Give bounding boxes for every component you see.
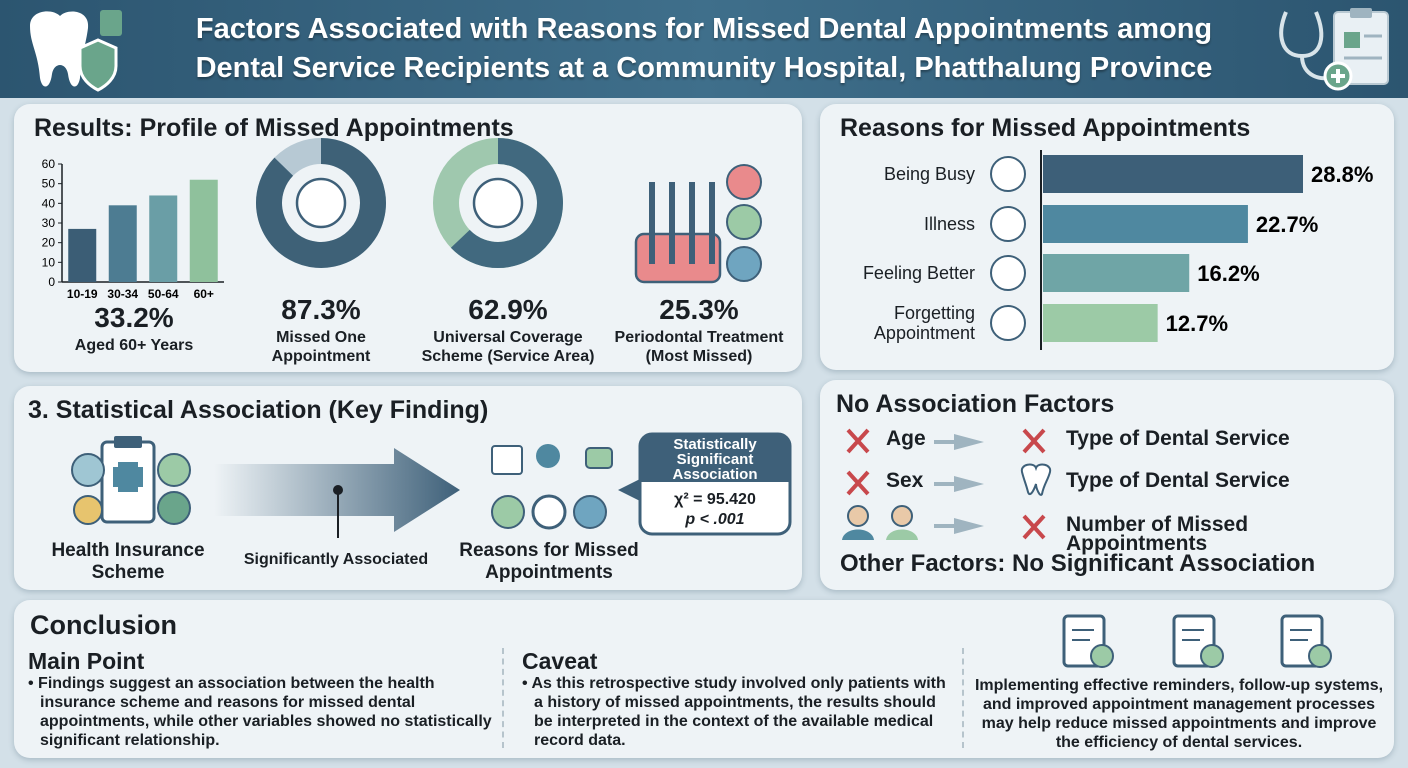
body-text: Findings suggest an association between …: [38, 675, 492, 749]
arrow-label: Significantly Associated: [243, 551, 429, 568]
x-tick-label: 10-19: [67, 287, 98, 301]
bar: [189, 179, 218, 282]
factor: Age: [886, 427, 926, 450]
category-label: Illness: [923, 214, 975, 234]
bar: [1043, 304, 1158, 342]
bar: [1043, 254, 1190, 292]
y-tick-label: 20: [42, 236, 56, 250]
association-art: [71, 432, 792, 538]
factor: Sex: [886, 469, 924, 492]
tooth-badge: [726, 246, 762, 282]
bar: [149, 195, 178, 282]
panel-title: Reasons for Missed Appointments: [840, 114, 1251, 142]
title-line: Factors Associated with Reasons for Miss…: [195, 13, 1213, 45]
x-tick-label: 30-34: [107, 287, 138, 301]
callout-title: Statistically Significant Association: [672, 436, 758, 483]
callout-stat: χ² = 95.420: [674, 491, 756, 508]
factor: Number of Missed Appointments: [1066, 513, 1249, 555]
stat-value: 87.3%: [281, 294, 361, 325]
reason-icon: [990, 206, 1026, 242]
donut-icon: [472, 177, 524, 229]
panel-title: Conclusion: [30, 610, 177, 640]
tooth-badge: [726, 204, 762, 240]
value-label: 22.7%: [1256, 212, 1318, 237]
value-label: 12.7%: [1166, 311, 1228, 336]
no-association-panel: No Association Factors Age Type of Denta…: [820, 380, 1394, 590]
bar: [1043, 155, 1303, 193]
bar: [68, 228, 97, 282]
x-tick-label: 50-64: [148, 287, 179, 301]
y-tick-label: 0: [48, 275, 55, 289]
panel-title: No Association Factors: [836, 390, 1115, 418]
heading: Main Point: [28, 648, 145, 674]
profile-charts: 0 10 20 30 40 50 60 10-19 30-34 50-64 60+: [42, 138, 762, 301]
donut-icon: [295, 177, 347, 229]
stat-caption: Periodontal Treatment (Most Missed): [614, 329, 784, 365]
y-tick-label: 50: [42, 177, 56, 191]
bar: [1043, 205, 1248, 243]
heading: Caveat: [522, 648, 598, 674]
stat-caption: Aged 60+ Years: [74, 337, 194, 354]
title-line: Dental Service Recipients at a Community…: [195, 52, 1213, 84]
reasons-panel: Reasons for Missed Appointments 28.8% 22.…: [820, 104, 1394, 370]
bar: [108, 205, 137, 282]
body-text: • Findings suggest an association betwee…: [28, 675, 492, 749]
title: Factors Associated with Reasons for Miss…: [140, 10, 1268, 88]
factor: Type of Dental Service: [1066, 427, 1290, 450]
no-association-art: [842, 428, 1052, 540]
panel-title: 3. Statistical Association (Key Finding): [28, 396, 489, 424]
panel-title: Results: Profile of Missed Appointments: [34, 114, 514, 142]
stat-caption: Missed One Appointment: [271, 329, 371, 365]
checklist-icons: [1062, 614, 1332, 668]
stat-value: 62.9%: [468, 294, 548, 325]
y-tick-label: 60: [42, 157, 56, 171]
x-tick-label: 60+: [194, 287, 214, 301]
tray: [634, 232, 722, 284]
tooth-icon: [30, 10, 122, 92]
value-label: 28.8%: [1311, 162, 1373, 187]
stat-caption: Universal Coverage Scheme (Service Area): [421, 329, 595, 365]
reasons-chart: 28.8% 22.7% 16.2% 12.7%: [990, 150, 1373, 350]
y-tick-label: 30: [42, 216, 56, 230]
category-label: Forgetting Appointment: [873, 303, 975, 343]
body-text: • As this retrospective study involved o…: [522, 675, 946, 749]
reason-icon: [990, 255, 1026, 291]
stat-value: 25.3%: [659, 294, 739, 325]
donut-arc: [450, 138, 563, 268]
factor: Type of Dental Service: [1066, 469, 1290, 492]
y-tick-label: 10: [42, 255, 56, 269]
stat-value: 33.2%: [94, 302, 174, 333]
body-text: As this retrospective study involved onl…: [531, 675, 946, 749]
value-label: 16.2%: [1197, 261, 1259, 286]
callout-stat: p < .001: [685, 511, 745, 528]
header: Factors Associated with Reasons for Miss…: [0, 0, 1408, 98]
y-tick-label: 40: [42, 196, 56, 210]
tooth-badge: [726, 164, 762, 200]
profile-panel: Results: Profile of Missed Appointments …: [14, 104, 802, 372]
association-panel: 3. Statistical Association (Key Finding)…: [14, 386, 802, 590]
category-label: Feeling Better: [862, 263, 975, 283]
category-label: Being Busy: [883, 164, 975, 184]
donut-arc: [256, 138, 386, 268]
clipboard-icon: [1279, 8, 1389, 91]
node-label: Health Insurance Scheme: [51, 540, 205, 583]
reason-icon: [990, 305, 1026, 341]
divider: [502, 648, 504, 748]
recommendation: Implementing effective reminders, follow…: [974, 677, 1384, 751]
reason-icon: [990, 156, 1026, 192]
conclusion-panel: Conclusion Main Point • Findings suggest…: [14, 600, 1394, 758]
node-label: Reasons for Missed Appointments: [459, 540, 639, 583]
footer: Other Factors: No Significant Associatio…: [840, 550, 1316, 577]
divider: [962, 648, 964, 748]
